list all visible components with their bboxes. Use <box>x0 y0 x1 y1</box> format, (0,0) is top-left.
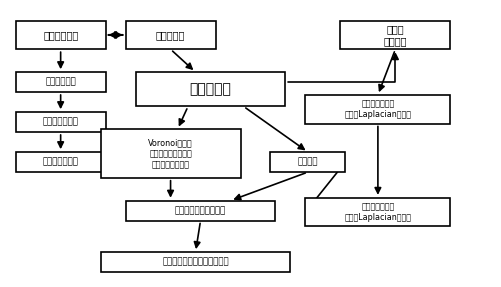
FancyBboxPatch shape <box>16 152 106 172</box>
Text: 曲面前沿推进布点算法: 曲面前沿推进布点算法 <box>175 206 226 215</box>
FancyBboxPatch shape <box>271 152 345 172</box>
Text: 角点网格尺寸: 角点网格尺寸 <box>45 77 76 87</box>
FancyBboxPatch shape <box>306 198 450 226</box>
FancyBboxPatch shape <box>126 201 276 221</box>
Text: 曲面逼近: 曲面逼近 <box>298 158 318 166</box>
Text: 边界线重构: 边界线重构 <box>156 30 185 40</box>
FancyBboxPatch shape <box>101 129 240 178</box>
Text: 约束面
网格优化: 约束面 网格优化 <box>384 24 407 46</box>
FancyBboxPatch shape <box>16 21 106 49</box>
Text: 平面网格优化：
改进的Laplacian光顺法: 平面网格优化： 改进的Laplacian光顺法 <box>344 99 411 119</box>
Text: Voronoi保护区
简化复杂约束条件：
边界、断层、裂缝: Voronoi保护区 简化复杂约束条件： 边界、断层、裂缝 <box>148 138 193 169</box>
FancyBboxPatch shape <box>16 72 106 92</box>
FancyBboxPatch shape <box>16 112 106 132</box>
Text: 约束面网格尺寸: 约束面网格尺寸 <box>43 158 79 166</box>
Text: 约束面重构: 约束面重构 <box>189 82 231 96</box>
FancyBboxPatch shape <box>341 21 450 49</box>
FancyBboxPatch shape <box>126 21 215 49</box>
FancyBboxPatch shape <box>101 252 291 272</box>
FancyBboxPatch shape <box>306 95 450 123</box>
Text: 边界线网格尺寸: 边界线网格尺寸 <box>43 118 79 127</box>
Text: 改进的前沿推进网格剖分算法: 改进的前沿推进网格剖分算法 <box>162 257 229 267</box>
Text: 网格尺寸计算: 网格尺寸计算 <box>43 30 78 40</box>
FancyBboxPatch shape <box>136 72 286 106</box>
Text: 曲面网格优化：
改进的Laplacian光顺法: 曲面网格优化： 改进的Laplacian光顺法 <box>344 202 411 222</box>
